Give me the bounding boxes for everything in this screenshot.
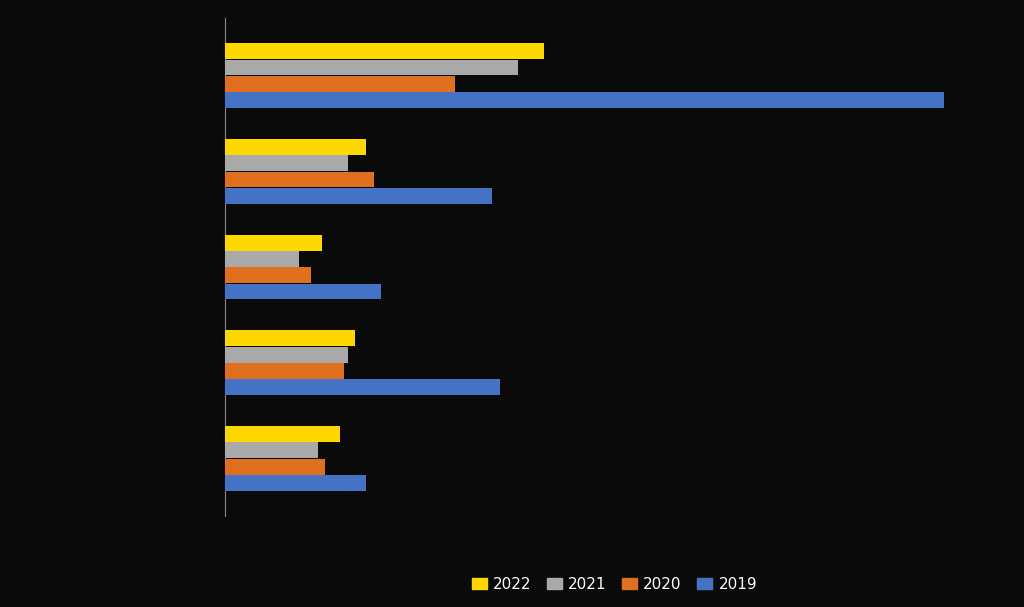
Bar xyxy=(225,59,518,75)
Bar xyxy=(225,235,322,251)
Bar xyxy=(225,283,381,299)
Bar xyxy=(225,251,299,267)
Bar xyxy=(225,363,344,379)
Bar xyxy=(225,76,455,92)
Bar xyxy=(225,267,310,283)
Legend: 2022, 2021, 2020, 2019: 2022, 2021, 2020, 2019 xyxy=(466,571,763,598)
Bar xyxy=(225,379,500,395)
Bar xyxy=(225,155,347,171)
Bar xyxy=(225,459,326,475)
Bar xyxy=(225,426,340,442)
Bar xyxy=(225,139,367,155)
Bar xyxy=(225,347,347,362)
Bar xyxy=(225,188,493,204)
Bar xyxy=(225,172,374,188)
Bar xyxy=(225,443,317,458)
Bar xyxy=(225,43,544,59)
Bar xyxy=(225,92,944,108)
Bar xyxy=(225,475,367,491)
Bar xyxy=(225,330,355,347)
